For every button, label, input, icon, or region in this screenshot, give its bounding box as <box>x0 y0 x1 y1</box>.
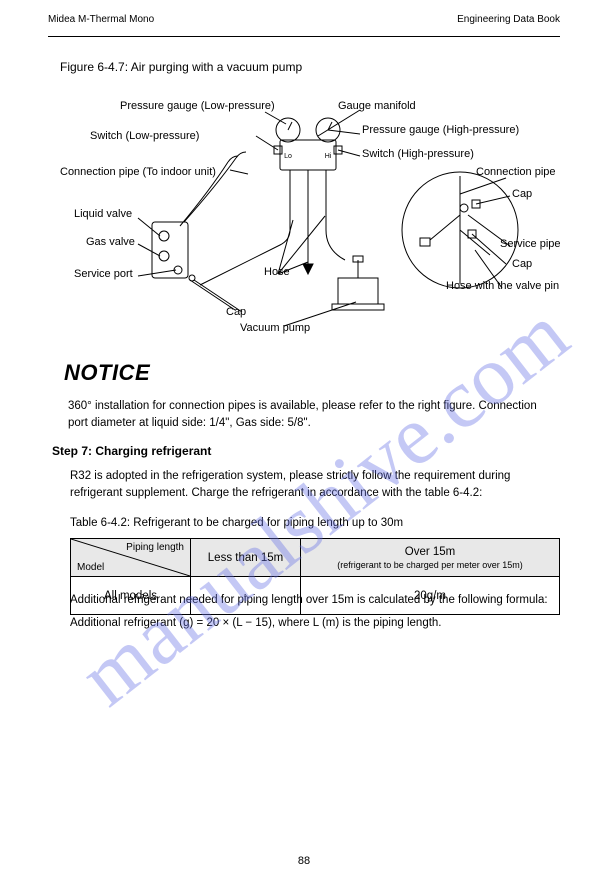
label-switch-low: Switch (Low-pressure) <box>90 130 199 142</box>
svg-text:Hi: Hi <box>325 153 332 160</box>
notice-text: 360° installation for connection pipes i… <box>68 398 552 431</box>
svg-text:Lo: Lo <box>284 153 292 160</box>
label-conn-pipe: Connection pipe <box>476 166 556 178</box>
col-over15: Over 15m (refrigerant to be charged per … <box>301 539 560 577</box>
label-hose: Hose <box>264 266 290 278</box>
label-cap3: Cap <box>512 258 532 270</box>
notice-heading: NOTICE <box>64 360 150 385</box>
diagram: Lo Hi <box>60 80 560 350</box>
col-over15-sub: (refrigerant to be charged per meter ove… <box>301 560 559 570</box>
label-cap2: Cap <box>512 188 532 200</box>
label-cap: Cap <box>226 306 246 318</box>
page: { "header": { "left": "Midea M-Thermal M… <box>0 0 608 893</box>
diag-top: Piping length <box>126 542 184 553</box>
label-hose-valve-pin: Hose with the valve pin <box>446 280 559 292</box>
label-switch-high: Switch (High-pressure) <box>362 148 474 160</box>
label-liquid-valve: Liquid valve <box>74 208 132 220</box>
header-right: Engineering Data Book <box>457 14 560 25</box>
label-service-port: Service port <box>74 268 133 280</box>
after2: Additional refrigerant (g) = 20 × (L − 1… <box>70 615 552 632</box>
label-gas-valve: Gas valve <box>86 236 135 248</box>
label-vacuum-pump: Vacuum pump <box>240 322 310 334</box>
col-less15: Less than 15m <box>191 539 301 577</box>
diag-bot: Model <box>77 562 104 573</box>
step7-title: Step 7: Charging refrigerant <box>52 444 560 458</box>
page-number: 88 <box>0 855 608 867</box>
label-conn-pipe-indoor: Connection pipe (To indoor unit) <box>60 166 216 178</box>
label-pressure-high: Pressure gauge (High-pressure) <box>362 124 519 136</box>
diagram-svg: Lo Hi <box>60 80 560 350</box>
after-table-text: Additional refrigerant needed for piping… <box>70 592 552 631</box>
label-pressure-low: Pressure gauge (Low-pressure) <box>120 100 275 112</box>
col-over15-main: Over 15m <box>405 546 456 558</box>
step7-body: R32 is adopted in the refrigeration syst… <box>70 468 560 501</box>
table-diag-cell: Piping length Model <box>71 539 191 577</box>
header-left: Midea M-Thermal Mono <box>48 14 154 25</box>
page-header: Midea M-Thermal Mono Engineering Data Bo… <box>48 14 560 25</box>
table-caption: Table 6-4.2: Refrigerant to be charged f… <box>70 515 560 532</box>
step7-section: Step 7: Charging refrigerant R32 is adop… <box>48 444 560 615</box>
label-service-pipe: Service pipe <box>500 238 561 250</box>
header-rule <box>48 36 560 37</box>
figure-caption: Figure 6-4.7: Air purging with a vacuum … <box>60 60 560 74</box>
figure-section: Figure 6-4.7: Air purging with a vacuum … <box>60 60 560 350</box>
after1: Additional refrigerant needed for piping… <box>70 592 552 609</box>
label-gauge-manifold: Gauge manifold <box>338 100 416 112</box>
notice-heading-row: NOTICE <box>64 360 150 386</box>
